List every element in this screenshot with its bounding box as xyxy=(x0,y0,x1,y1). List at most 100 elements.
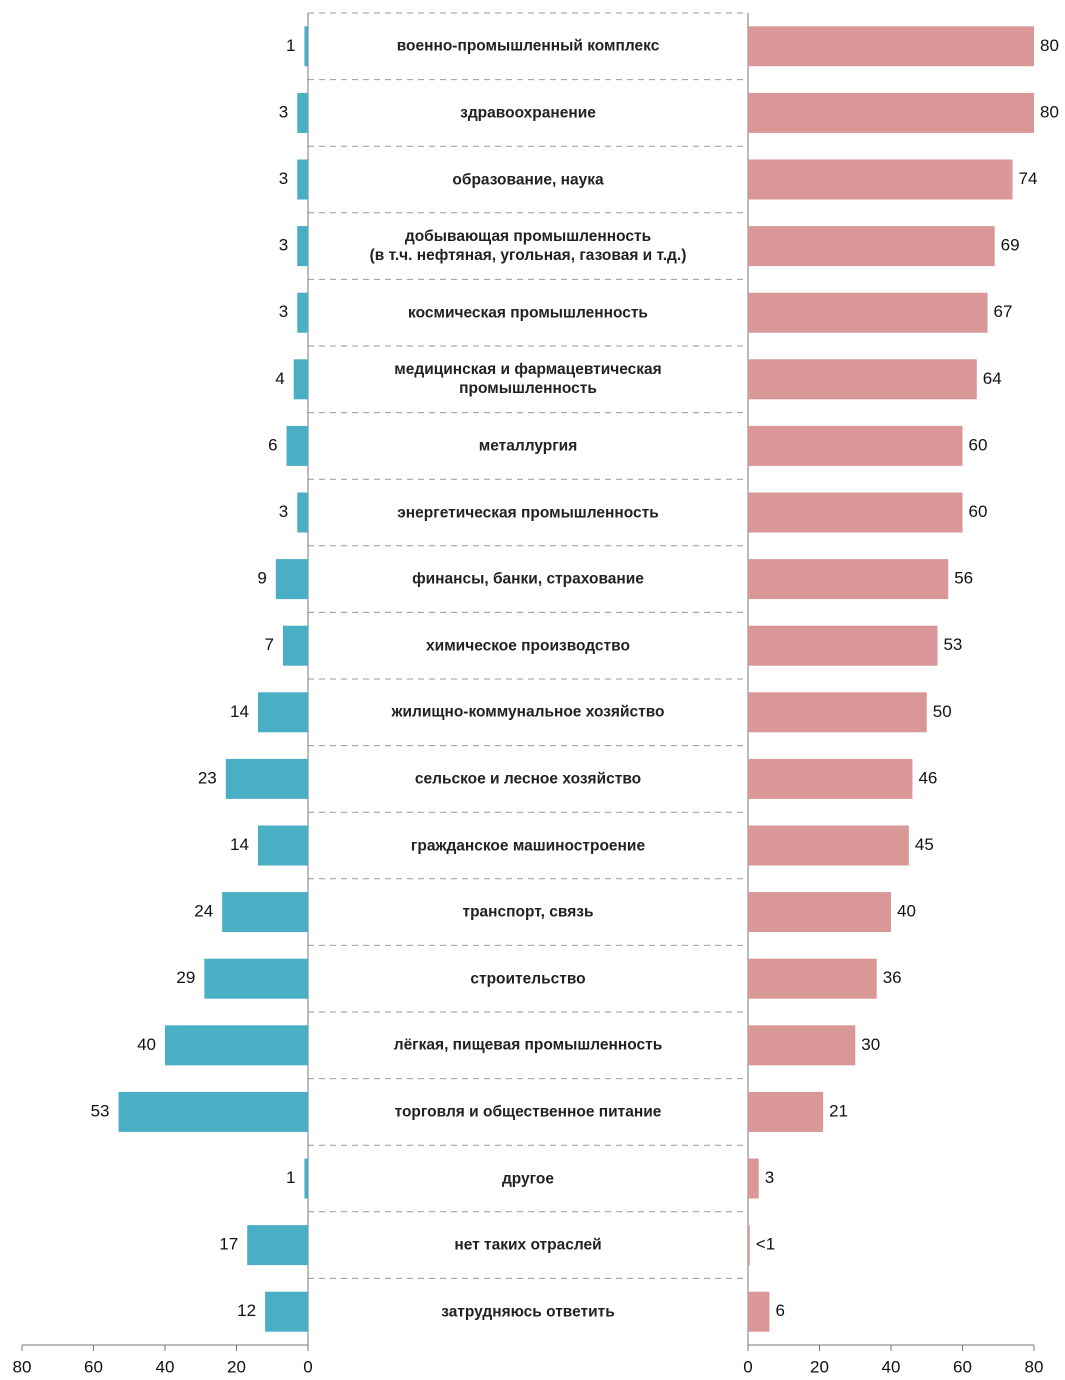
bar xyxy=(748,1225,750,1266)
bar xyxy=(748,92,1034,133)
bar xyxy=(204,958,308,999)
category-label: здравоохранение xyxy=(460,104,596,122)
bar xyxy=(247,1225,308,1266)
bar xyxy=(225,758,308,799)
bar xyxy=(748,625,938,666)
value-label: 6 xyxy=(268,435,277,454)
value-label: 46 xyxy=(918,768,937,787)
value-label: 80 xyxy=(1040,36,1059,55)
bar xyxy=(118,1091,309,1132)
bar xyxy=(297,92,308,133)
value-label: 36 xyxy=(883,968,902,987)
category-label: финансы, банки, страхование xyxy=(412,570,644,588)
value-label: 50 xyxy=(933,702,952,721)
value-label: 56 xyxy=(954,569,973,588)
value-label: 40 xyxy=(137,1035,156,1054)
value-label: 24 xyxy=(194,902,213,921)
bar xyxy=(748,425,963,466)
bar xyxy=(297,492,308,533)
value-label: 23 xyxy=(198,768,217,787)
value-label: 69 xyxy=(1001,236,1020,255)
value-label: 14 xyxy=(230,835,249,854)
bar xyxy=(297,226,308,267)
bar xyxy=(297,159,308,200)
x-tick-label: 0 xyxy=(303,1357,312,1376)
category-label: космическая промышленность xyxy=(408,304,648,322)
value-label: 64 xyxy=(983,369,1002,388)
bar xyxy=(748,892,891,933)
bar xyxy=(304,1158,308,1199)
x-tick-label: 40 xyxy=(156,1357,175,1376)
bar xyxy=(748,1158,759,1199)
category-label: лёгкая, пищевая промышленность xyxy=(393,1036,663,1054)
bar xyxy=(748,958,877,999)
x-tick-label: 60 xyxy=(953,1357,972,1376)
bar xyxy=(165,1025,308,1066)
bar xyxy=(748,559,949,600)
bar xyxy=(748,758,913,799)
x-tick-label: 80 xyxy=(1025,1357,1044,1376)
bar xyxy=(748,292,988,333)
bar xyxy=(257,692,308,733)
x-tick-label: 60 xyxy=(84,1357,103,1376)
bar xyxy=(748,159,1013,200)
category-label: гражданское машиностроение xyxy=(410,837,646,854)
category-label: нет таких отраслей xyxy=(454,1236,602,1254)
x-tick-label: 20 xyxy=(810,1357,829,1376)
category-label: военно-промышленный комплекс xyxy=(396,37,660,55)
value-label: 4 xyxy=(275,369,284,388)
bar xyxy=(275,559,308,600)
value-label: 14 xyxy=(230,702,249,721)
bar xyxy=(748,825,909,866)
category-label: химическое производство xyxy=(426,637,630,655)
category-label: транспорт, связь xyxy=(462,903,594,921)
value-label: 9 xyxy=(257,569,266,588)
x-tick-label: 0 xyxy=(743,1357,752,1376)
bar xyxy=(748,1291,770,1332)
bar xyxy=(304,26,308,67)
value-label: 7 xyxy=(265,635,274,654)
value-label: 3 xyxy=(765,1168,774,1187)
bar xyxy=(293,359,308,400)
value-label: 12 xyxy=(237,1301,256,1320)
bar xyxy=(297,292,308,333)
category-label: образование, наука xyxy=(452,171,604,188)
value-label: 6 xyxy=(775,1301,784,1320)
x-tick-label: 40 xyxy=(882,1357,901,1376)
value-label: 3 xyxy=(279,236,288,255)
bar xyxy=(748,1091,824,1132)
value-label: 40 xyxy=(897,902,916,921)
bar xyxy=(257,825,308,866)
category-label: медицинская и фармацевтическая промышлен… xyxy=(394,361,662,398)
category-label: металлургия xyxy=(478,437,578,455)
bar xyxy=(265,1291,308,1332)
x-tick-label: 80 xyxy=(13,1357,32,1376)
value-label: 30 xyxy=(861,1035,880,1054)
bar xyxy=(748,26,1034,67)
category-label: другое xyxy=(501,1170,555,1187)
category-label: энергетическая промышленность xyxy=(397,504,659,521)
value-label: 74 xyxy=(1019,169,1038,188)
category-label: жилищно-коммунальное хозяйство xyxy=(391,703,665,721)
bar xyxy=(222,892,308,933)
category-label: строительство xyxy=(470,970,586,988)
value-label: 53 xyxy=(943,635,962,654)
value-label: 3 xyxy=(279,169,288,188)
value-label: 3 xyxy=(279,102,288,121)
value-label: 60 xyxy=(969,435,988,454)
x-tick-label: 20 xyxy=(227,1357,246,1376)
bar xyxy=(748,359,977,400)
category-label: затрудняюсь ответить xyxy=(441,1303,615,1321)
bar xyxy=(748,226,995,267)
value-label: 60 xyxy=(969,502,988,521)
bar xyxy=(748,1025,856,1066)
value-label: <1 xyxy=(756,1235,775,1254)
bar xyxy=(286,425,308,466)
bar xyxy=(282,625,308,666)
value-label: 3 xyxy=(279,302,288,321)
value-label: 53 xyxy=(91,1101,110,1120)
value-label: 21 xyxy=(829,1101,848,1120)
bar xyxy=(748,492,963,533)
category-label: торговля и общественное питание xyxy=(394,1103,662,1121)
